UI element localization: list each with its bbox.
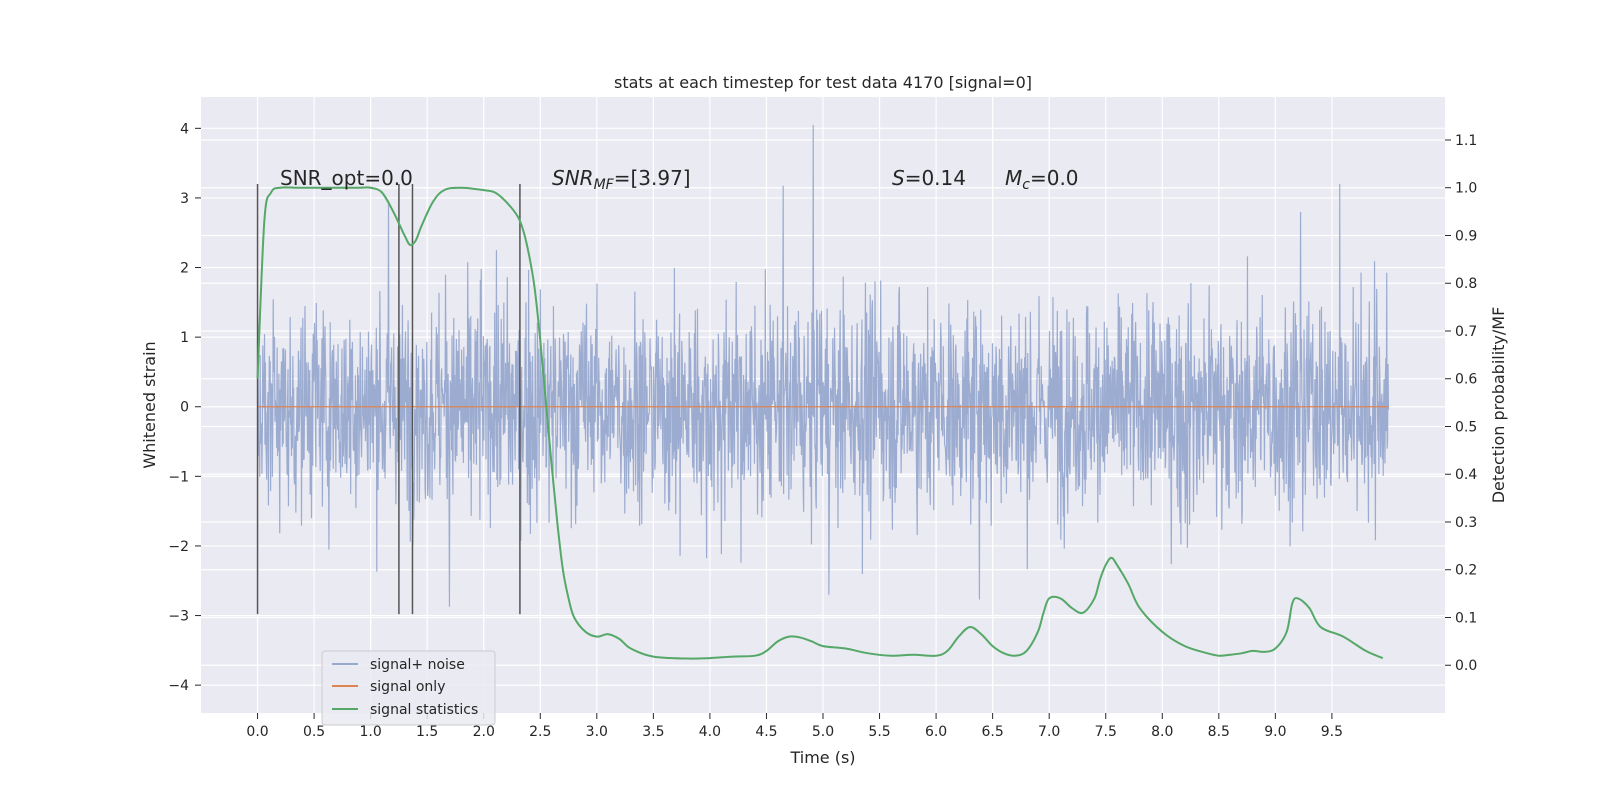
annotation-mc-prefix: M: [1005, 166, 1022, 190]
y-right-tick-label: 0.2: [1455, 563, 1477, 579]
annotation-s: S=0.14: [892, 166, 966, 190]
noise-line: [256, 124, 1390, 607]
vertical-markers: [256, 184, 521, 615]
annotation-s-suffix: =0.14: [905, 166, 966, 190]
x-tick-label: 0.0: [246, 724, 268, 740]
y-right-tick-label: 0.5: [1455, 419, 1477, 435]
y-right-tick-label: 0.3: [1455, 515, 1477, 531]
annotation-snr-mf: SNRMF=[3.97]: [552, 166, 691, 193]
tick-layer: 0.0 0.5 1.0 1.5 2.0 2.5 3.0 3.5 4.0 4.5 5.0 5.5 6.0 6…: [168, 121, 1477, 740]
y-right-tick-label: 1.1: [1455, 133, 1477, 149]
noise-series: [256, 124, 1390, 607]
x-tick-label: 4.0: [699, 724, 721, 740]
y-left-tick-label: 3: [180, 191, 189, 207]
annotation-snr-opt: SNR_opt=0.0: [280, 166, 413, 190]
y-right-tick-label: 0.4: [1455, 467, 1477, 483]
x-tick-label: 9.5: [1321, 724, 1343, 740]
x-tick-label: 5.0: [812, 724, 834, 740]
y-axis-right-label: Detection probability/MF: [1489, 307, 1508, 504]
y-axis-left-label: Whitened strain: [140, 341, 159, 468]
x-tick-label: 5.5: [868, 724, 890, 740]
legend: signal+ noise signal only signal statist…: [321, 650, 496, 726]
y-right-tick-label: 0.1: [1455, 610, 1477, 626]
annotation-mc-suffix: =0.0: [1030, 166, 1079, 190]
y-right-tick-label: 0.9: [1455, 228, 1477, 244]
x-axis-label: Time (s): [789, 748, 855, 767]
x-tick-label: 8.0: [1151, 724, 1173, 740]
y-left-tick-label: 2: [180, 261, 189, 277]
annotation-mc: Mc=0.0: [1005, 166, 1079, 193]
statistics-line: [256, 186, 1384, 660]
y-left-tick-label: 4: [180, 121, 189, 137]
legend-label-noise: signal+ noise: [370, 657, 465, 673]
x-tick-label: 9.0: [1264, 724, 1286, 740]
legend-label-signal-only: signal only: [370, 679, 445, 695]
x-tick-label: 7.5: [1095, 724, 1117, 740]
x-tick-label: 6.5: [982, 724, 1004, 740]
y-left-tick-label: −1: [168, 469, 189, 485]
y-right-tick-label: 1.0: [1455, 181, 1477, 197]
x-tick-label: 1.0: [360, 724, 382, 740]
x-tick-label: 8.5: [1208, 724, 1230, 740]
x-tick-label: 7.0: [1038, 724, 1060, 740]
statistics-series: [256, 186, 1384, 660]
x-tick-label: 1.5: [416, 724, 438, 740]
y-left-tick-label: −4: [168, 678, 189, 694]
y-right-tick-label: 0.8: [1455, 276, 1477, 292]
annotation-mc-sub: c: [1022, 177, 1030, 193]
y-left-tick-label: 1: [180, 330, 189, 346]
annotation-snr-mf-prefix: SNR: [552, 166, 594, 190]
annotation-snr-mf-sub: MF: [594, 177, 615, 193]
x-tick-label: 2.5: [529, 724, 551, 740]
annotation-snr-mf-suffix: =[3.97]: [614, 166, 691, 190]
x-tick-label: 0.5: [303, 724, 325, 740]
y-left-tick-label: −2: [168, 539, 189, 555]
legend-label-statistics: signal statistics: [370, 702, 478, 718]
annotation-s-prefix: S: [892, 166, 905, 190]
x-tick-label: 3.0: [586, 724, 608, 740]
y-right-tick-label: 0.0: [1455, 658, 1477, 674]
y-left-tick-label: −3: [168, 609, 189, 625]
x-tick-label: 6.0: [925, 724, 947, 740]
y-right-tick-label: 0.6: [1455, 372, 1477, 388]
y-left-tick-label: 0: [180, 400, 189, 416]
x-tick-label: 3.5: [642, 724, 664, 740]
chart-title: stats at each timestep for test data 417…: [614, 73, 1032, 92]
x-tick-label: 4.5: [755, 724, 777, 740]
x-tick-label: 2.0: [473, 724, 495, 740]
y-right-tick-label: 0.7: [1455, 324, 1477, 340]
legend-box: [321, 650, 496, 726]
